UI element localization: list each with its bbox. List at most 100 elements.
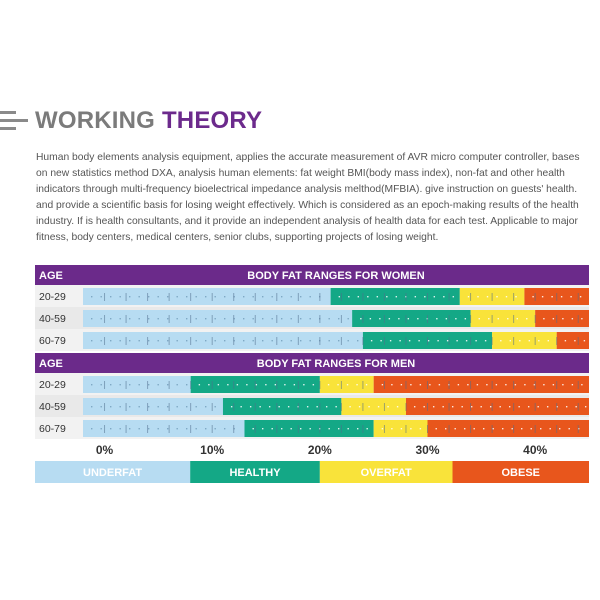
x-tick-10: 10% [200,443,224,457]
ruler-dot [537,406,539,408]
ruler-dot [413,406,416,408]
ruler-dot [464,318,467,320]
ruler-dot [436,318,438,320]
group-header-women [35,265,589,285]
ruler-dot [492,428,494,430]
ruler-dot [574,340,576,342]
ruler-dot [360,318,362,320]
ruler-dot [391,384,393,386]
ruler-dot [497,318,499,320]
ruler-dot [356,428,359,430]
ruler-dot [508,406,511,408]
ruler-dot [167,318,169,320]
ruler-dot [138,428,140,430]
ruler-dot [167,428,169,430]
ruler-dot [486,296,489,298]
bar-underfat [83,332,363,349]
ruler-dot [381,428,384,430]
ruler-dot [157,296,159,298]
ruler-dot [414,296,417,298]
ruler-dot [110,318,112,320]
bar-obese [405,398,589,415]
ruler-dot [551,296,553,298]
ruler-dot [312,384,315,386]
ruler-dot [255,384,258,386]
legend-swatch-obese [452,461,589,483]
ruler-dot [110,428,112,430]
ruler-dot [252,318,254,320]
ruler-dot [214,318,216,320]
ruler-dot [119,406,121,408]
ruler-dot [443,296,445,298]
bar-underfat [83,288,331,305]
ruler-dot [214,296,216,298]
ruler-dot [547,340,550,342]
ruler-dot [252,296,254,298]
ruler-dot [252,428,254,430]
ruler-dot [176,384,178,386]
bar-healthy [352,310,471,327]
ruler-dot [214,340,216,342]
age-label-men-40-59: 40-59 [39,401,66,413]
ruler-dot [186,296,188,298]
ruler-dot [205,340,207,342]
bar-overfat [492,332,557,349]
ruler-dot [399,340,401,342]
ruler-dot [347,340,349,342]
ruler-dot [110,406,112,408]
ruler-dot [306,406,309,408]
heading-logo [0,108,30,134]
ruler-dot [335,406,337,408]
ruler-dot [571,384,574,386]
ruler-dot [91,340,93,342]
ruler-dot [100,406,102,408]
ruler-dot [546,406,549,408]
legend-swatch-underfat [35,461,191,483]
ruler-dot [138,318,140,320]
ruler-dot [480,406,482,408]
ruler-dot [398,318,400,320]
ruler-dot [473,428,475,430]
ruler-dot [328,340,330,342]
ruler-dot [348,296,350,298]
ruler-dot [91,406,93,408]
ruler-dot [429,384,431,386]
ruler-dot [300,340,302,342]
ruler-dot [571,318,574,320]
ruler-dot [514,384,517,386]
ruler-dot [357,340,359,342]
ruler-dot [467,296,470,298]
ruler-dot [442,406,444,408]
ruler-dot [565,406,568,408]
ruler-dot [110,340,112,342]
ruler-dot [445,428,447,430]
ruler-dot [502,428,504,430]
ruler-dot [176,428,178,430]
ruler-dot [227,384,229,386]
ruler-dot [475,340,477,342]
ruler-dot [579,296,582,298]
ruler-dot [417,318,419,320]
ruler-dot [584,406,587,408]
ruler-dot [176,296,178,298]
ruler-dot [376,296,379,298]
ruler-dot [167,384,169,386]
ruler-dot [300,318,302,320]
x-tick-20: 20% [308,443,332,457]
ruler-dot [518,406,520,408]
ruler-dot [552,384,555,386]
ruler-dot [476,384,479,386]
ruler-dot [300,296,302,298]
ruler-dot [381,384,384,386]
ruler-dot [316,406,318,408]
ruler-dot [575,406,577,408]
ruler-dot [327,384,330,386]
ruler-dot [581,384,583,386]
bar-obese [556,332,589,349]
ruler-dot [281,318,283,320]
ruler-dot [119,340,121,342]
bar-overfat [319,376,374,393]
ruler-dot [552,318,555,320]
ruler-dot [176,340,178,342]
ruler-dot [338,340,340,342]
